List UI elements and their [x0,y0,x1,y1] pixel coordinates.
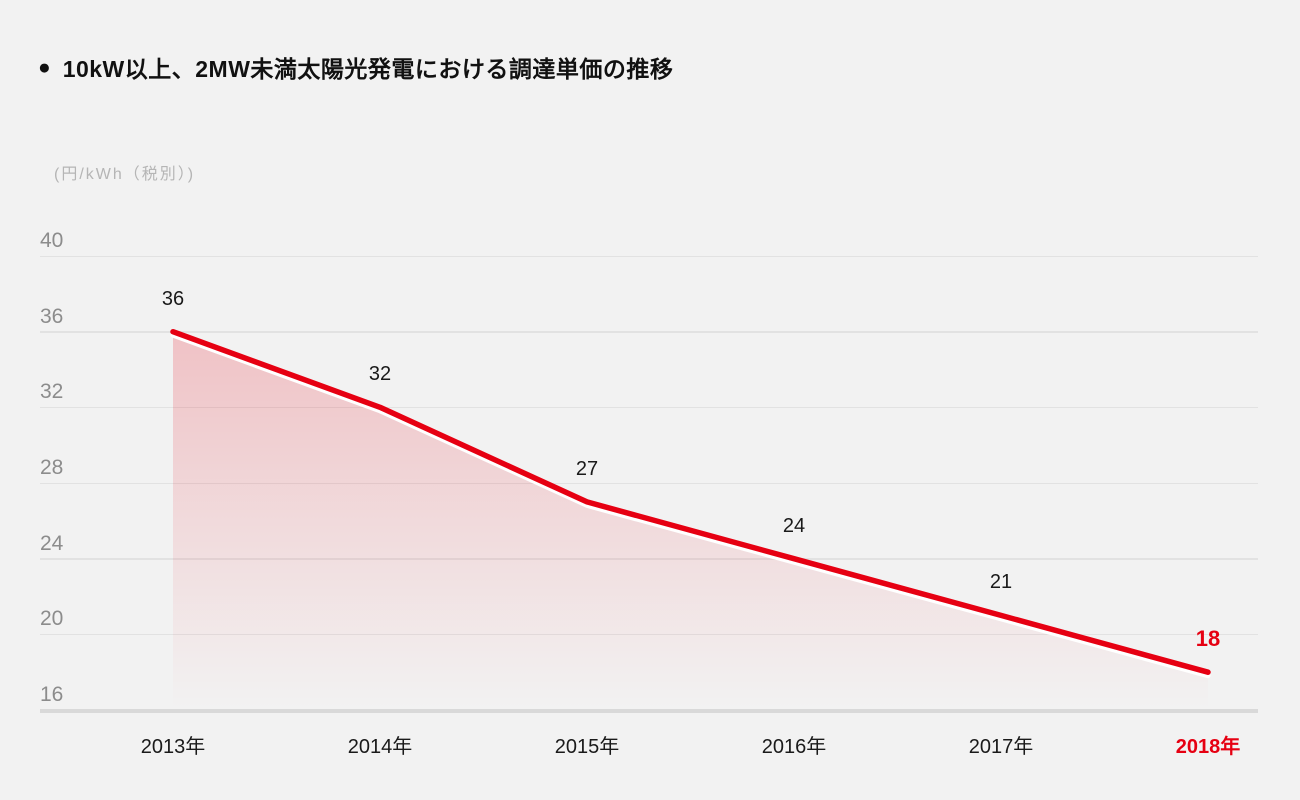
y-axis-unit-label: (円/kWh（税別）) [54,166,196,183]
x-tick-label: 2014年 [347,736,413,758]
gridline [40,633,1258,636]
y-tick-label: 40 [40,229,64,252]
data-label: 18 [1195,626,1221,652]
x-tick-label: 2017年 [968,736,1034,758]
data-label: 32 [368,363,392,386]
chart-title-text: 10kW以上、2MW未満太陽光発電における調達単価の推移 [62,56,674,82]
y-tick-label: 16 [40,683,64,706]
chart-title: ● 10kW以上、2MW未満太陽光発電における調達単価の推移 [38,50,673,84]
bullet-icon: ● [38,55,51,79]
data-label: 24 [782,514,806,537]
x-tick-label: 2018年 [1175,736,1241,758]
y-tick-label: 20 [40,607,64,631]
trend-line [170,328,1211,675]
gridline [40,255,1258,257]
x-axis-baseline [40,709,1258,713]
area-fill [173,331,1208,711]
gridline [40,558,1258,560]
y-tick-label: 24 [40,531,64,555]
gridline [40,482,1258,484]
gridline [40,406,1258,409]
x-tick-label: 2013年 [140,736,206,758]
y-tick-label: 32 [40,380,64,404]
data-label: 27 [575,457,599,480]
data-label: 21 [989,571,1013,594]
data-label: 36 [161,287,185,310]
y-tick-label: 28 [40,456,64,479]
x-tick-label: 2016年 [761,736,827,758]
gridline [40,331,1258,333]
x-tick-label: 2015年 [554,736,620,758]
y-tick-label: 36 [40,304,64,328]
line-gap-stroke [170,332,1211,679]
